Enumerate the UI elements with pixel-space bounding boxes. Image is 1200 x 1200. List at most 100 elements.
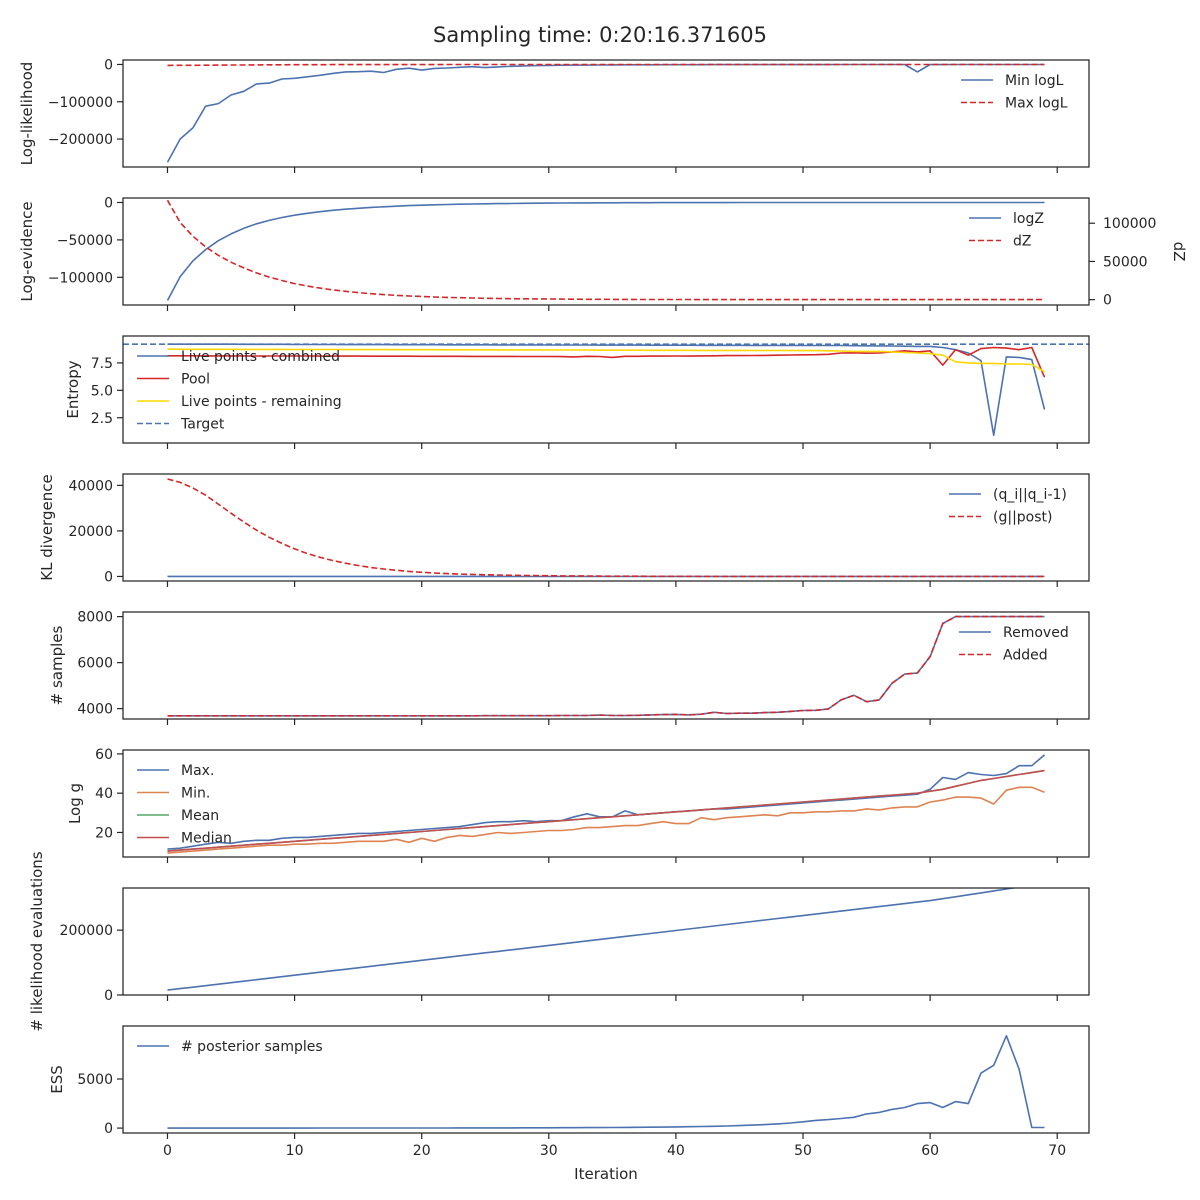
legend-label: Live points - combined — [181, 349, 340, 365]
y-tick-label: −200000 — [48, 132, 113, 148]
x-tick-label: 20 — [413, 1143, 431, 1159]
series-line-pool — [167, 346, 1046, 378]
y2-tick-label: 100000 — [1103, 216, 1156, 232]
panel-2: 0 −50000 −100000 0 50000 100000 dZ Log-evidence… — [18, 195, 1188, 311]
panel-8: 0 5000 0 10 20 30 40 50 60 70 ESS # posterior sampl… — [48, 1025, 1090, 1159]
legend-label: Live points - remaining — [181, 394, 342, 410]
legend-label: logZ — [1013, 211, 1044, 227]
legend-label: # posterior samples — [181, 1039, 323, 1055]
legend-label: Mean — [181, 808, 219, 824]
x-tick-label: 60 — [921, 1143, 939, 1159]
y-tick-label: 20000 — [68, 524, 113, 540]
series-line-min-logl — [166, 63, 1045, 163]
series-group — [166, 199, 1045, 301]
y2-tick-label: 50000 — [1103, 254, 1148, 270]
axes-frame — [122, 59, 1090, 168]
panel-3: 2.5 5.0 7.5 Entropy Live points - combined Po… — [64, 335, 1090, 449]
axes-frame — [122, 611, 1090, 720]
y-tick-label: 60 — [95, 747, 113, 763]
legend-label: Max. — [181, 763, 214, 779]
y-tick-label: 7.5 — [91, 356, 113, 372]
x-tick-label: 70 — [1048, 1143, 1066, 1159]
y-tick-label: 0 — [104, 1121, 113, 1137]
y-tick-label: −50000 — [57, 233, 113, 249]
axes-frame — [122, 335, 1090, 444]
series-line-live-points-combined — [167, 343, 1046, 437]
series-group — [167, 615, 1045, 717]
y-tick-label: 20 — [95, 825, 113, 841]
axes-frame — [122, 473, 1090, 582]
panel-1: 0 −100000 −200000 Log-likelihood Min logL Max… — [18, 57, 1090, 173]
panel-4: 0 20000 40000 KL divergence (q_i||q_i-1) (g||… — [38, 473, 1090, 587]
series-group — [166, 63, 1045, 163]
legend-label: Min. — [181, 786, 210, 802]
y2-tick-label: 0 — [1103, 293, 1112, 309]
y-tick-label: 4000 — [77, 702, 113, 718]
y-tick-label: 0 — [104, 195, 113, 211]
axes-frame — [122, 197, 1090, 306]
legend-label: Pool — [181, 372, 210, 388]
series-line-max-logl — [167, 63, 1045, 67]
y-tick-label: 5.0 — [91, 383, 113, 399]
legend-label: dZ — [1013, 234, 1031, 250]
y-axis-label: KL divergence — [38, 474, 56, 580]
y-tick-label: 200000 — [60, 923, 113, 939]
y-axis-label: Log g — [66, 783, 84, 824]
series-line-logz — [166, 201, 1045, 301]
legend-label: (g||post) — [993, 510, 1052, 526]
legend-label: (q_i||q_i-1) — [993, 487, 1067, 503]
y-tick-label: 8000 — [77, 610, 113, 626]
legend-label: Max logL — [1005, 96, 1068, 112]
y2-axis-label: dZ — [1170, 242, 1188, 262]
legend-label: Removed — [1003, 625, 1069, 641]
y-tick-label: 0 — [104, 569, 113, 585]
legend-label: Added — [1003, 648, 1048, 664]
series-group — [167, 343, 1046, 437]
panel-5: 4000 6000 8000 # samples Removed Added — [48, 610, 1090, 725]
y-tick-label: 6000 — [77, 656, 113, 672]
axes-frame — [122, 749, 1090, 858]
y-tick-label: −100000 — [48, 95, 113, 111]
series-line-live-points-remaining — [167, 348, 1045, 373]
y-tick-label: −100000 — [48, 270, 113, 286]
series-line--posterior-samples — [167, 1035, 1045, 1129]
series-group — [167, 888, 1018, 991]
figure-title: Sampling time: 0:20:16.371605 — [433, 23, 767, 47]
y-axis-label: Entropy — [64, 360, 82, 418]
x-axis-label: Iteration — [574, 1165, 638, 1183]
series-line-line — [167, 888, 1018, 991]
series-line-removed — [167, 615, 1045, 717]
y-axis-label: Log-likelihood — [18, 62, 36, 166]
series-line--g-post- — [167, 478, 1045, 578]
series-line-min- — [167, 786, 1045, 854]
y-tick-label: 5000 — [77, 1072, 113, 1088]
y-axis-label: Log-evidence — [18, 201, 36, 301]
x-tick-label: 30 — [540, 1143, 558, 1159]
legend-label: Median — [181, 831, 232, 847]
y-tick-label: 0 — [104, 988, 113, 1004]
legend-label: Min logL — [1005, 73, 1064, 89]
series-line-max- — [167, 754, 1046, 850]
series-line-added — [167, 615, 1045, 717]
series-line-dz — [166, 199, 1045, 301]
y-axis-label: ESS — [48, 1065, 66, 1094]
series-line-mean — [167, 769, 1045, 852]
y-tick-label: 2.5 — [91, 411, 113, 427]
series-line-median — [167, 769, 1045, 852]
series-group — [167, 478, 1045, 578]
panel-7: 0 200000 # likelihood evaluations — [28, 851, 1090, 1032]
x-tick-label: 0 — [163, 1143, 172, 1159]
y-tick-label: 40 — [95, 786, 113, 802]
panel-6: 20 40 60 Log g Max. Min. Mean Median — [66, 747, 1090, 863]
y-tick-label: 0 — [104, 57, 113, 73]
x-tick-label: 10 — [286, 1143, 304, 1159]
x-tick-label: 40 — [667, 1143, 685, 1159]
legend-label: Target — [180, 417, 225, 433]
series-group — [167, 754, 1046, 854]
y-axis-label: # likelihood evaluations — [28, 851, 46, 1031]
y-tick-label: 40000 — [68, 478, 113, 494]
axes-frame — [122, 887, 1090, 996]
y-axis-label: # samples — [48, 625, 66, 705]
x-tick-label: 50 — [794, 1143, 812, 1159]
